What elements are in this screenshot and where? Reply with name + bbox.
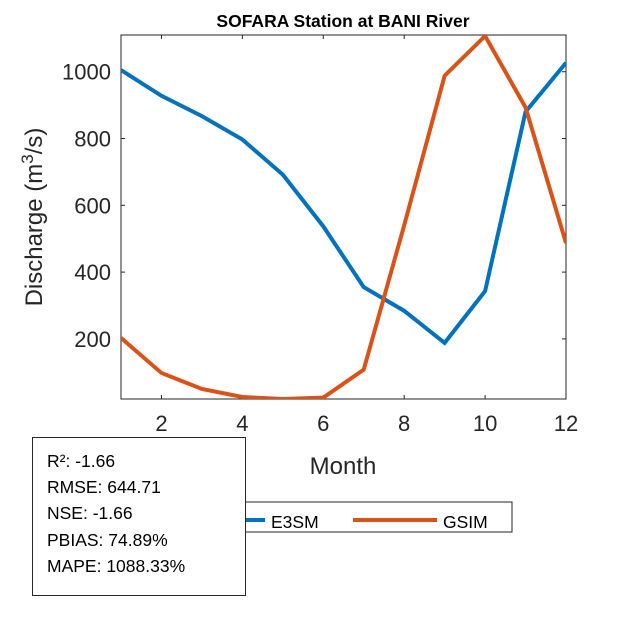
y-tick-label: 400 bbox=[74, 260, 111, 285]
x-axis-label: Month bbox=[310, 453, 377, 480]
x-tick-label: 8 bbox=[398, 411, 410, 436]
metrics-box: R²: -1.66 RMSE: 644.71 NSE: -1.66 PBIAS:… bbox=[32, 437, 246, 596]
series-lines bbox=[121, 35, 566, 399]
axes-box bbox=[120, 34, 567, 400]
x-tick-label: 6 bbox=[317, 411, 329, 436]
legend-label-gsim: GSIM bbox=[443, 512, 488, 532]
y-axis-label-main: Discharge (m bbox=[21, 164, 48, 307]
plot-area bbox=[120, 34, 567, 400]
y-tick-label: 800 bbox=[74, 127, 111, 152]
y-tick-label: 200 bbox=[74, 327, 111, 352]
metric-rmse: RMSE: 644.71 bbox=[47, 477, 161, 498]
metric-r2: R²: -1.66 bbox=[47, 451, 116, 471]
y-axis-label-tail: /s) bbox=[21, 128, 48, 155]
y-axis: 200 400 600 800 1000 bbox=[62, 60, 566, 352]
series-line-e3sm bbox=[121, 61, 566, 346]
metric-nse: NSE: -1.66 bbox=[47, 503, 133, 524]
x-tick-label: 2 bbox=[155, 411, 167, 436]
x-tick-label: 12 bbox=[554, 411, 578, 436]
y-tick-label: 600 bbox=[74, 193, 111, 218]
metric-pbias: PBIAS: 74.89% bbox=[47, 529, 168, 550]
metric-mape: MAPE: 1088.33% bbox=[47, 555, 186, 576]
y-axis-label-sup: 3 bbox=[18, 154, 37, 163]
chart-title: SOFARA Station at BANI River bbox=[216, 11, 469, 31]
y-tick-label: 1000 bbox=[62, 60, 111, 85]
legend-label-e3sm: E3SM bbox=[271, 512, 319, 532]
y-axis-label: Discharge (m3/s) bbox=[18, 128, 48, 307]
x-tick-label: 10 bbox=[473, 411, 497, 436]
x-axis: 2 4 6 8 10 12 bbox=[155, 35, 578, 436]
series-line-gsim bbox=[121, 35, 566, 399]
x-tick-label: 4 bbox=[236, 411, 248, 436]
